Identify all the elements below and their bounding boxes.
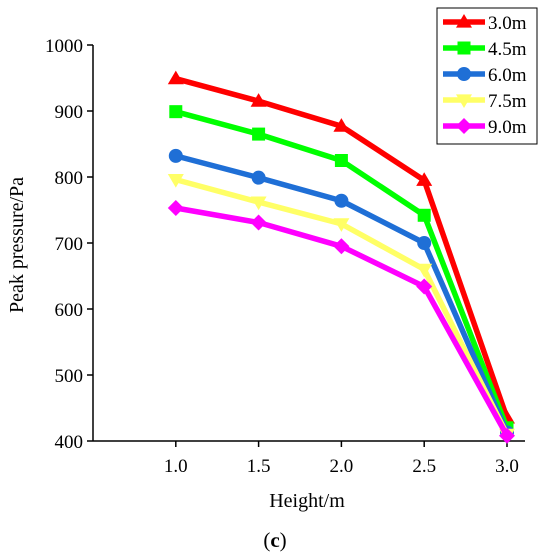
legend-swatch-marker <box>456 94 472 108</box>
legend-item: 7.5m <box>443 91 527 112</box>
x-tick-label: 1.0 <box>164 456 188 477</box>
panel-label: (c) <box>263 528 286 552</box>
data-point <box>416 278 433 295</box>
data-point <box>417 208 431 222</box>
data-point <box>416 172 433 186</box>
data-point <box>333 118 350 132</box>
x-tick-label: 2.0 <box>330 456 354 477</box>
data-point <box>250 196 267 211</box>
y-axis-title: Peak pressure/Pa <box>6 177 28 313</box>
legend-swatch-marker <box>457 67 471 81</box>
legend-item: 4.5m <box>443 39 527 60</box>
data-point <box>417 236 432 250</box>
panel-label-open: ( <box>263 528 270 552</box>
data-point <box>167 174 184 188</box>
data-point <box>252 127 266 141</box>
data-point <box>334 154 348 167</box>
y-tick-label: 1000 <box>45 36 83 57</box>
series-3.0m <box>167 70 515 424</box>
data-point <box>167 70 184 85</box>
y-tick-label: 600 <box>55 300 84 321</box>
legend-item: 6.0m <box>443 65 527 86</box>
legend-item: 3.0m <box>443 13 527 34</box>
x-tick-label: 1.5 <box>247 456 271 477</box>
legend-swatch-marker <box>457 41 471 55</box>
y-tick-label: 900 <box>55 102 84 123</box>
data-point <box>334 193 349 208</box>
legend-label: 3.0m <box>488 13 527 34</box>
data-point <box>168 148 183 163</box>
data-point <box>333 238 350 255</box>
x-axis-title: Height/m <box>269 490 345 512</box>
data-point <box>499 427 515 444</box>
x-tick-label: 2.5 <box>412 456 436 477</box>
data-point <box>333 218 350 232</box>
legend-swatch-marker <box>456 14 472 28</box>
y-tick-label: 400 <box>55 432 84 453</box>
legend-label: 7.5m <box>488 91 527 112</box>
series-group <box>167 70 515 444</box>
y-tick-label: 700 <box>55 234 84 255</box>
legend-label: 9.0m <box>488 117 527 138</box>
legend-label: 4.5m <box>488 39 527 60</box>
x-tick-label: 3.0 <box>495 456 519 477</box>
legend-swatch-marker <box>456 118 472 134</box>
data-point <box>251 170 266 185</box>
series-4.5m <box>169 105 514 435</box>
data-point <box>250 214 267 231</box>
data-point <box>416 263 433 278</box>
series-9.0m <box>167 200 515 444</box>
y-axis-ticks: 400 500 600 700 800 900 1000 <box>45 36 93 453</box>
legend-label: 6.0m <box>488 65 527 86</box>
y-tick-label: 500 <box>55 366 84 387</box>
legend-item: 9.0m <box>443 117 527 138</box>
data-point <box>250 93 267 107</box>
panel-label-letter: c <box>270 528 279 552</box>
x-axis-ticks: 1.0 1.5 2.0 2.5 3.0 <box>164 441 519 477</box>
legend-items: 3.0m 4.5m 6.0m 7.5m 9.0m <box>443 13 527 138</box>
data-point <box>169 105 183 119</box>
y-tick-label: 800 <box>55 168 84 189</box>
panel-label-close: ) <box>280 528 287 552</box>
legend: 3.0m 4.5m 6.0m 7.5m 9.0m <box>436 7 538 145</box>
data-point <box>167 200 184 217</box>
